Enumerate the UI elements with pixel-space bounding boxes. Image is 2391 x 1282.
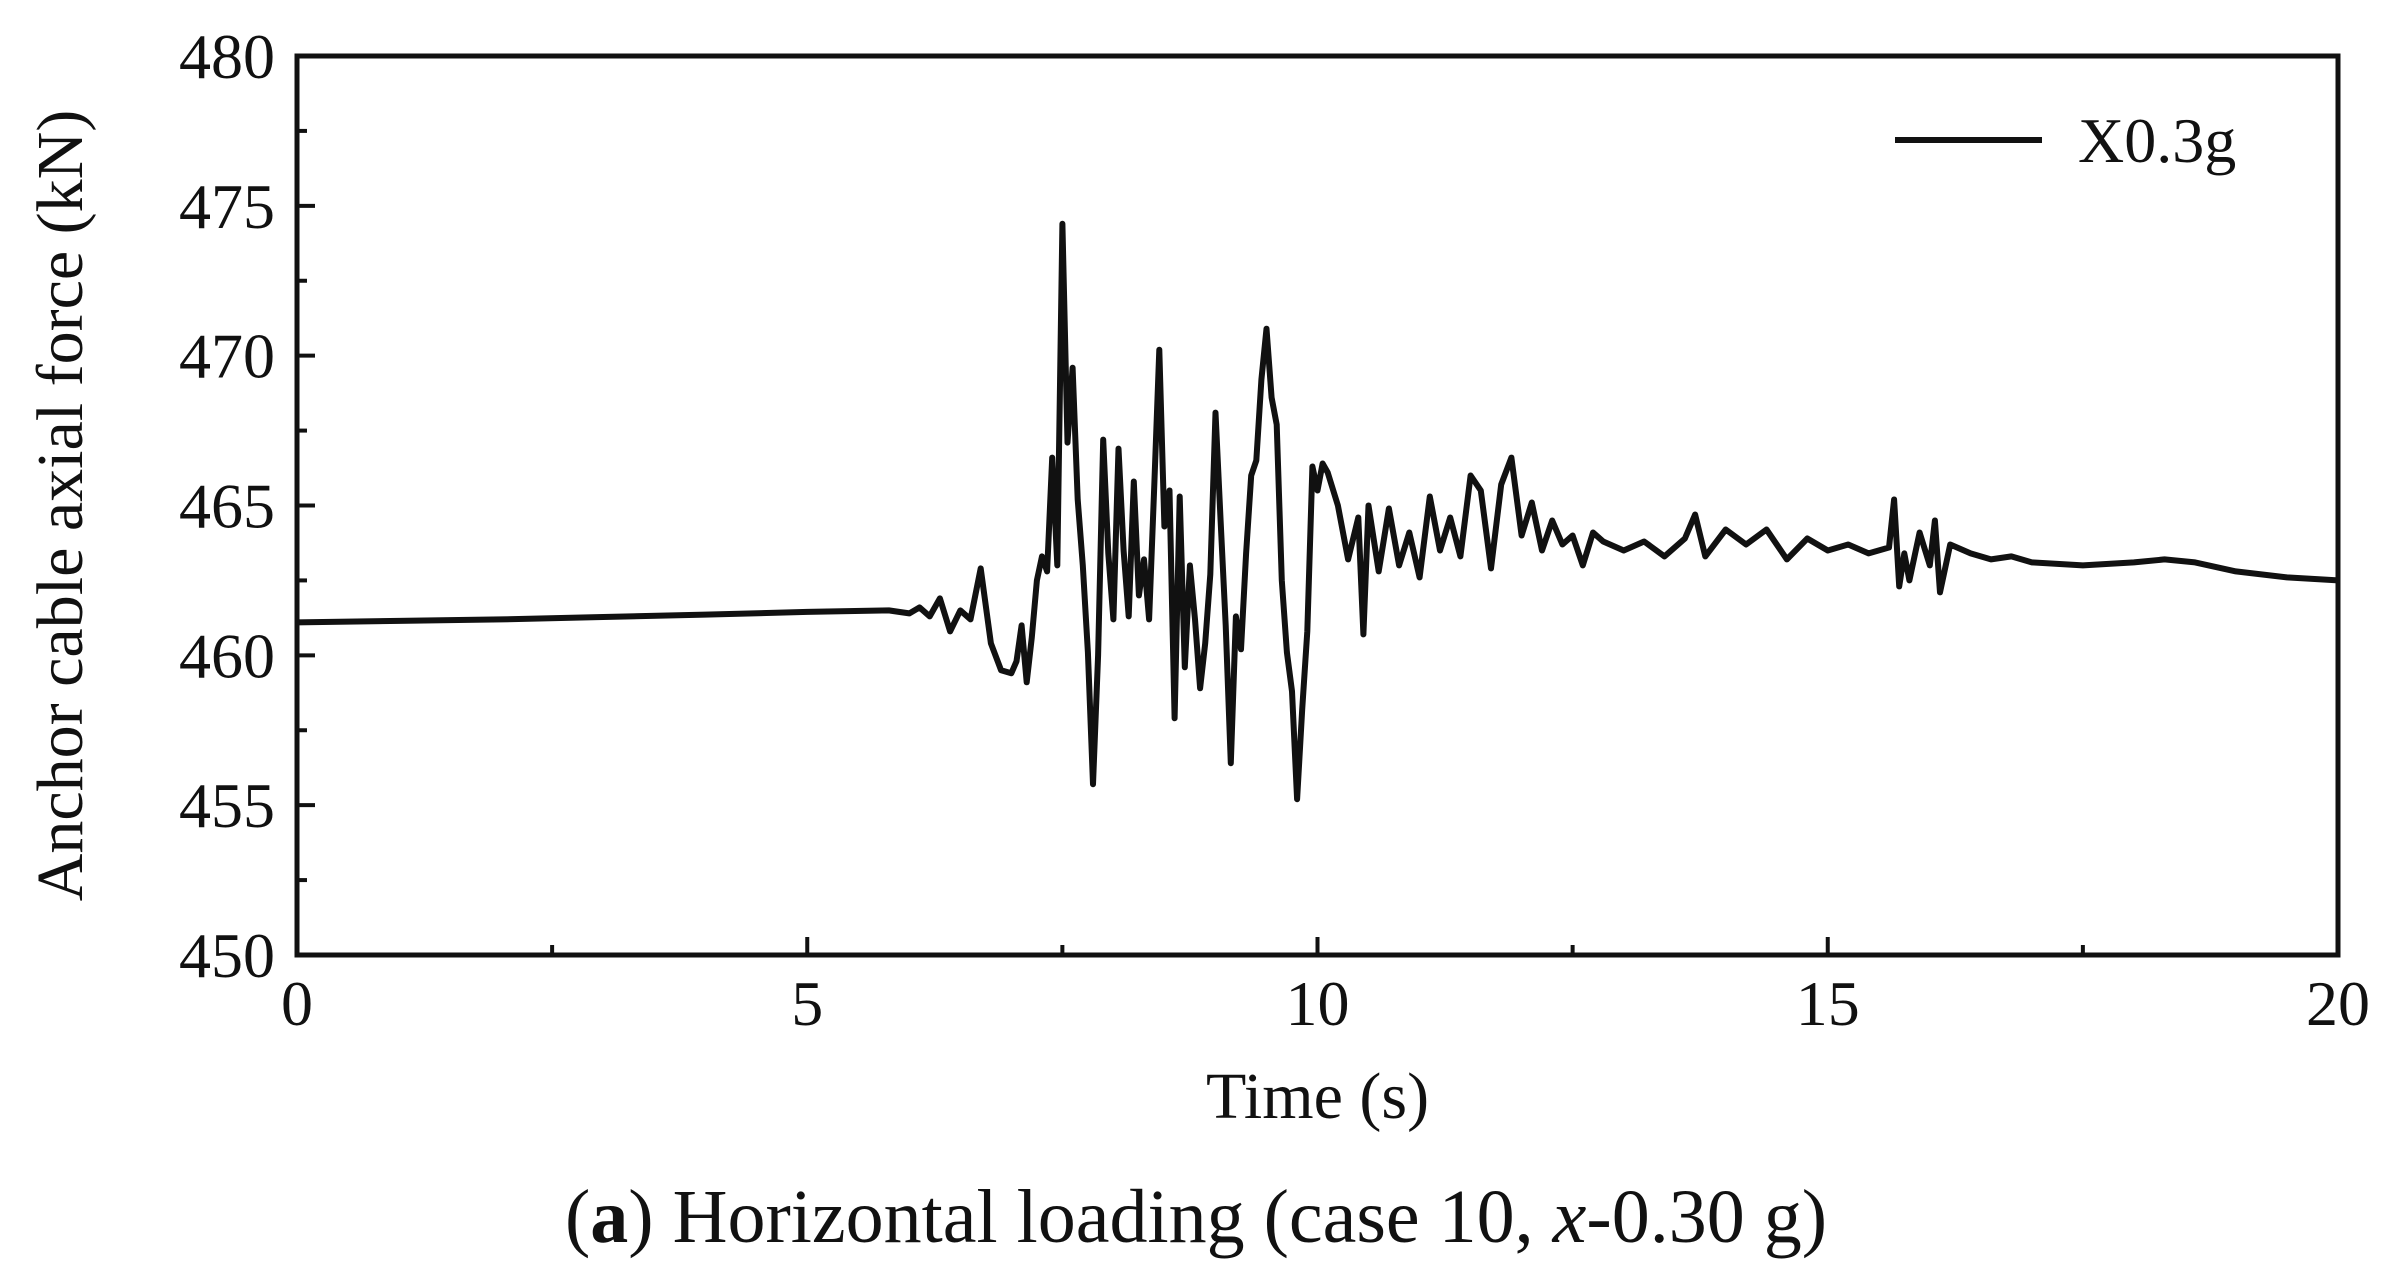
legend-label: X0.3g <box>2078 105 2236 176</box>
caption-open-paren: ( <box>565 1175 590 1259</box>
y-tick-label: 465 <box>179 471 275 542</box>
y-tick-label: 455 <box>179 770 275 841</box>
caption-italic-axis: x <box>1552 1175 1587 1259</box>
plot-area-frame <box>294 53 2341 958</box>
legend: X0.3g <box>1895 105 2236 176</box>
x-axis-title: Time (s) <box>1206 1060 1429 1133</box>
y-tick-label: 450 <box>179 920 275 991</box>
caption-text: ) Horizontal loading (case 10, <box>628 1175 1552 1259</box>
series-line-x0-3g <box>296 220 2339 803</box>
y-axis-title: Anchor cable axial force (kN) <box>24 110 97 902</box>
caption-panel-letter: a <box>590 1175 628 1259</box>
x-axis-ticks: 0 5 10 15 20 <box>281 937 2370 1039</box>
caption-text-end: -0.30 g) <box>1586 1175 1827 1259</box>
x-tick-label: 15 <box>1796 968 1860 1039</box>
figure-caption: (a) Horizontal loading (case 10, x-0.30 … <box>565 1175 1827 1259</box>
y-tick-label: 480 <box>179 21 275 92</box>
y-axis-ticks: 450 455 460 465 470 475 480 <box>179 21 315 991</box>
x-tick-label: 20 <box>2306 968 2370 1039</box>
y-tick-label: 470 <box>179 321 275 392</box>
y-tick-label: 460 <box>179 620 275 691</box>
x-tick-label: 10 <box>1286 968 1350 1039</box>
x-tick-label: 5 <box>791 968 823 1039</box>
y-tick-label: 475 <box>179 171 275 242</box>
x-tick-label: 0 <box>281 968 313 1039</box>
